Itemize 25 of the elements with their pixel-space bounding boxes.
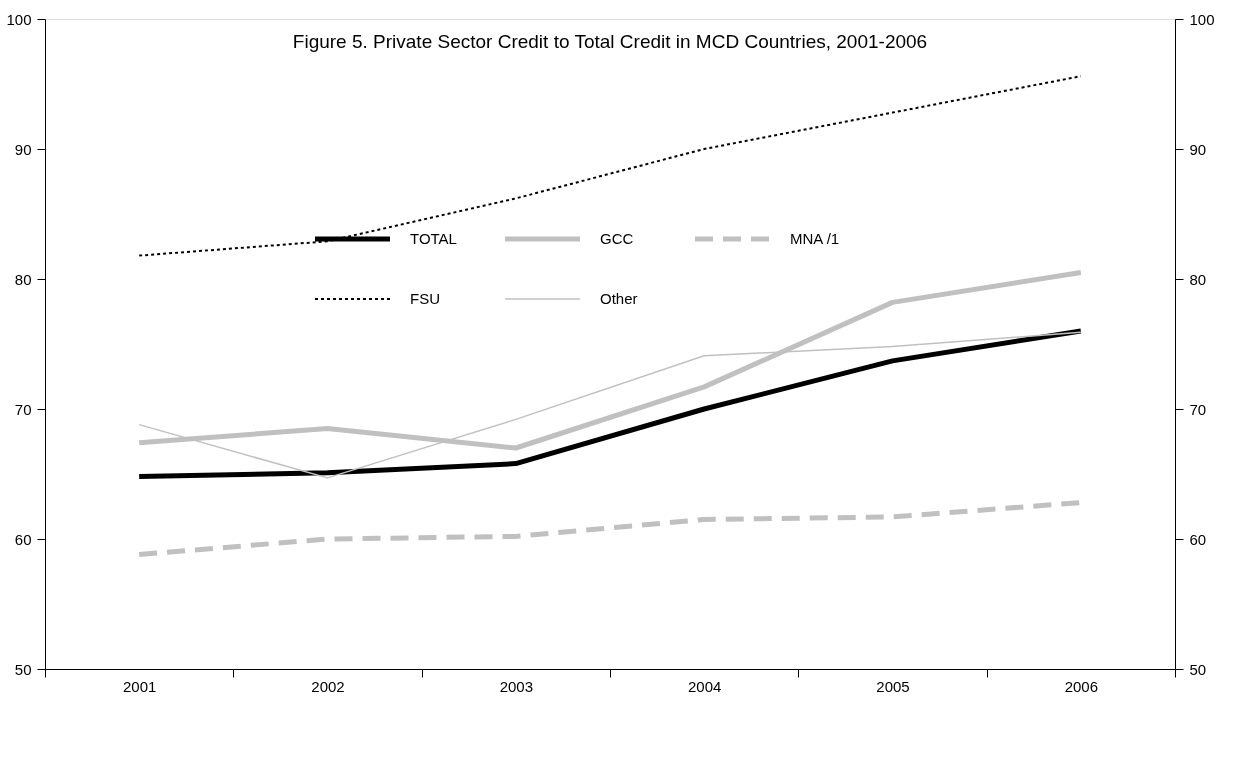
text: Figure 5. Private Sector Credit to Total Credit in MCD Countries, 2001-2006 [292, 31, 928, 52]
y-tick-label: 80 [14, 270, 32, 288]
y-tick-label: 90 [14, 140, 32, 158]
y2-tick-label: 60 [1189, 530, 1207, 548]
x-tick-label: 2004 [687, 677, 722, 695]
x-tick-label: 2005 [876, 677, 910, 695]
legend-label: Other [600, 290, 638, 307]
x-tick-label: 2001 [122, 677, 157, 695]
y2-tick-label: 80 [1189, 270, 1207, 288]
x-tick-label: 2006 [1064, 677, 1099, 695]
y2-tick-label: 70 [1189, 400, 1207, 418]
y-tick-label: 70 [14, 400, 32, 418]
x-tick-label: 2002 [311, 677, 345, 695]
legend-label: TOTAL [410, 230, 457, 247]
y2-tick-label: 90 [1189, 140, 1207, 158]
legend-label: MNA /1 [790, 230, 840, 247]
y2-tick-label: 100 [1189, 10, 1215, 28]
line-series [138, 75, 1082, 257]
y2-tick-label: 50 [1189, 660, 1207, 678]
y-tick-label: 50 [14, 660, 32, 678]
legend-label: FSU [410, 290, 440, 307]
x-tick-label: 2003 [499, 677, 534, 695]
y-tick-label: 100 [6, 10, 32, 28]
legend-label: GCC [600, 230, 634, 247]
y-tick-label: 60 [14, 530, 32, 548]
